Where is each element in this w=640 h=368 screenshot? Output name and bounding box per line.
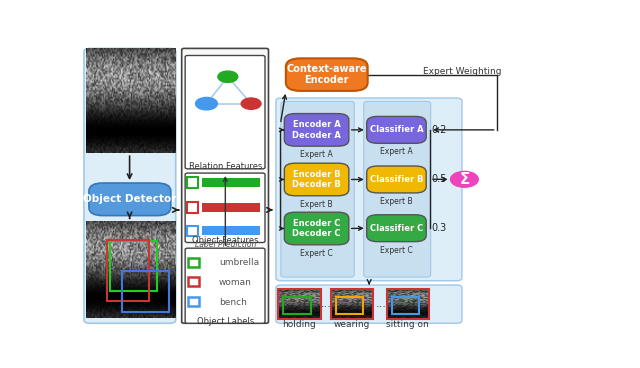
Text: ...: ...	[321, 299, 332, 309]
Bar	[202, 226, 260, 236]
Text: Expert B: Expert B	[380, 197, 413, 206]
Text: Expert A: Expert A	[380, 147, 413, 156]
Text: Expert C: Expert C	[300, 249, 333, 258]
Text: umbrella: umbrella	[219, 258, 259, 268]
Text: 0.3: 0.3	[431, 223, 447, 233]
Text: Object Detector: Object Detector	[83, 194, 177, 204]
Bar	[108, 240, 150, 301]
FancyBboxPatch shape	[367, 215, 426, 242]
Text: wearing: wearing	[334, 320, 371, 329]
Text: Encoder C
Decoder C: Encoder C Decoder C	[292, 219, 341, 238]
Text: woman: woman	[219, 278, 252, 287]
FancyBboxPatch shape	[364, 102, 431, 277]
Bar	[187, 226, 198, 236]
FancyBboxPatch shape	[276, 98, 462, 281]
Bar	[187, 177, 198, 188]
FancyBboxPatch shape	[286, 59, 367, 91]
Text: Σ: Σ	[460, 172, 470, 187]
Text: Classifier B: Classifier B	[370, 175, 423, 184]
FancyBboxPatch shape	[281, 102, 355, 277]
Text: 0.2: 0.2	[431, 125, 447, 135]
FancyBboxPatch shape	[185, 56, 265, 169]
Text: bench: bench	[219, 298, 247, 307]
Bar	[202, 178, 260, 187]
Text: Classifier C: Classifier C	[370, 224, 423, 233]
FancyBboxPatch shape	[284, 114, 349, 146]
Bar	[392, 297, 419, 314]
FancyBboxPatch shape	[284, 163, 349, 196]
FancyBboxPatch shape	[89, 183, 171, 216]
FancyBboxPatch shape	[182, 49, 269, 323]
Circle shape	[451, 171, 478, 187]
Text: holding: holding	[283, 320, 316, 329]
Text: Context-aware
Encoder: Context-aware Encoder	[287, 64, 367, 85]
Text: Object Features: Object Features	[192, 236, 259, 245]
Text: Classifier A: Classifier A	[370, 125, 423, 134]
Text: Expert B: Expert B	[300, 200, 333, 209]
Text: Expert C: Expert C	[380, 246, 413, 255]
Bar	[188, 258, 199, 266]
FancyBboxPatch shape	[185, 173, 265, 243]
FancyBboxPatch shape	[84, 49, 176, 323]
Text: 0.5: 0.5	[431, 174, 447, 184]
Bar	[187, 202, 198, 213]
Bar	[188, 277, 199, 286]
Text: ...: ...	[376, 299, 387, 309]
Text: Encoder A
Decoder A: Encoder A Decoder A	[292, 120, 341, 139]
Bar	[331, 289, 373, 319]
Bar	[202, 203, 260, 212]
Bar	[188, 297, 199, 306]
Text: Encoder B
Decoder B: Encoder B Decoder B	[292, 170, 341, 189]
Text: sitting on: sitting on	[386, 320, 429, 329]
FancyBboxPatch shape	[276, 285, 462, 323]
FancyBboxPatch shape	[284, 212, 349, 245]
Text: Label Prediction: Label Prediction	[195, 240, 256, 249]
Text: Expert A: Expert A	[300, 150, 333, 159]
Text: Relation Features: Relation Features	[189, 162, 262, 171]
Text: Expert Weighting: Expert Weighting	[423, 67, 502, 75]
Bar	[278, 289, 321, 319]
Bar	[110, 241, 157, 291]
Circle shape	[218, 71, 237, 82]
Bar	[336, 297, 364, 314]
Circle shape	[241, 98, 261, 109]
Text: Object Labels: Object Labels	[196, 316, 254, 326]
FancyBboxPatch shape	[185, 248, 265, 323]
Bar	[387, 289, 429, 319]
Bar	[122, 271, 169, 312]
FancyBboxPatch shape	[367, 116, 426, 144]
FancyBboxPatch shape	[367, 166, 426, 193]
Circle shape	[196, 98, 218, 110]
Bar	[284, 297, 311, 314]
